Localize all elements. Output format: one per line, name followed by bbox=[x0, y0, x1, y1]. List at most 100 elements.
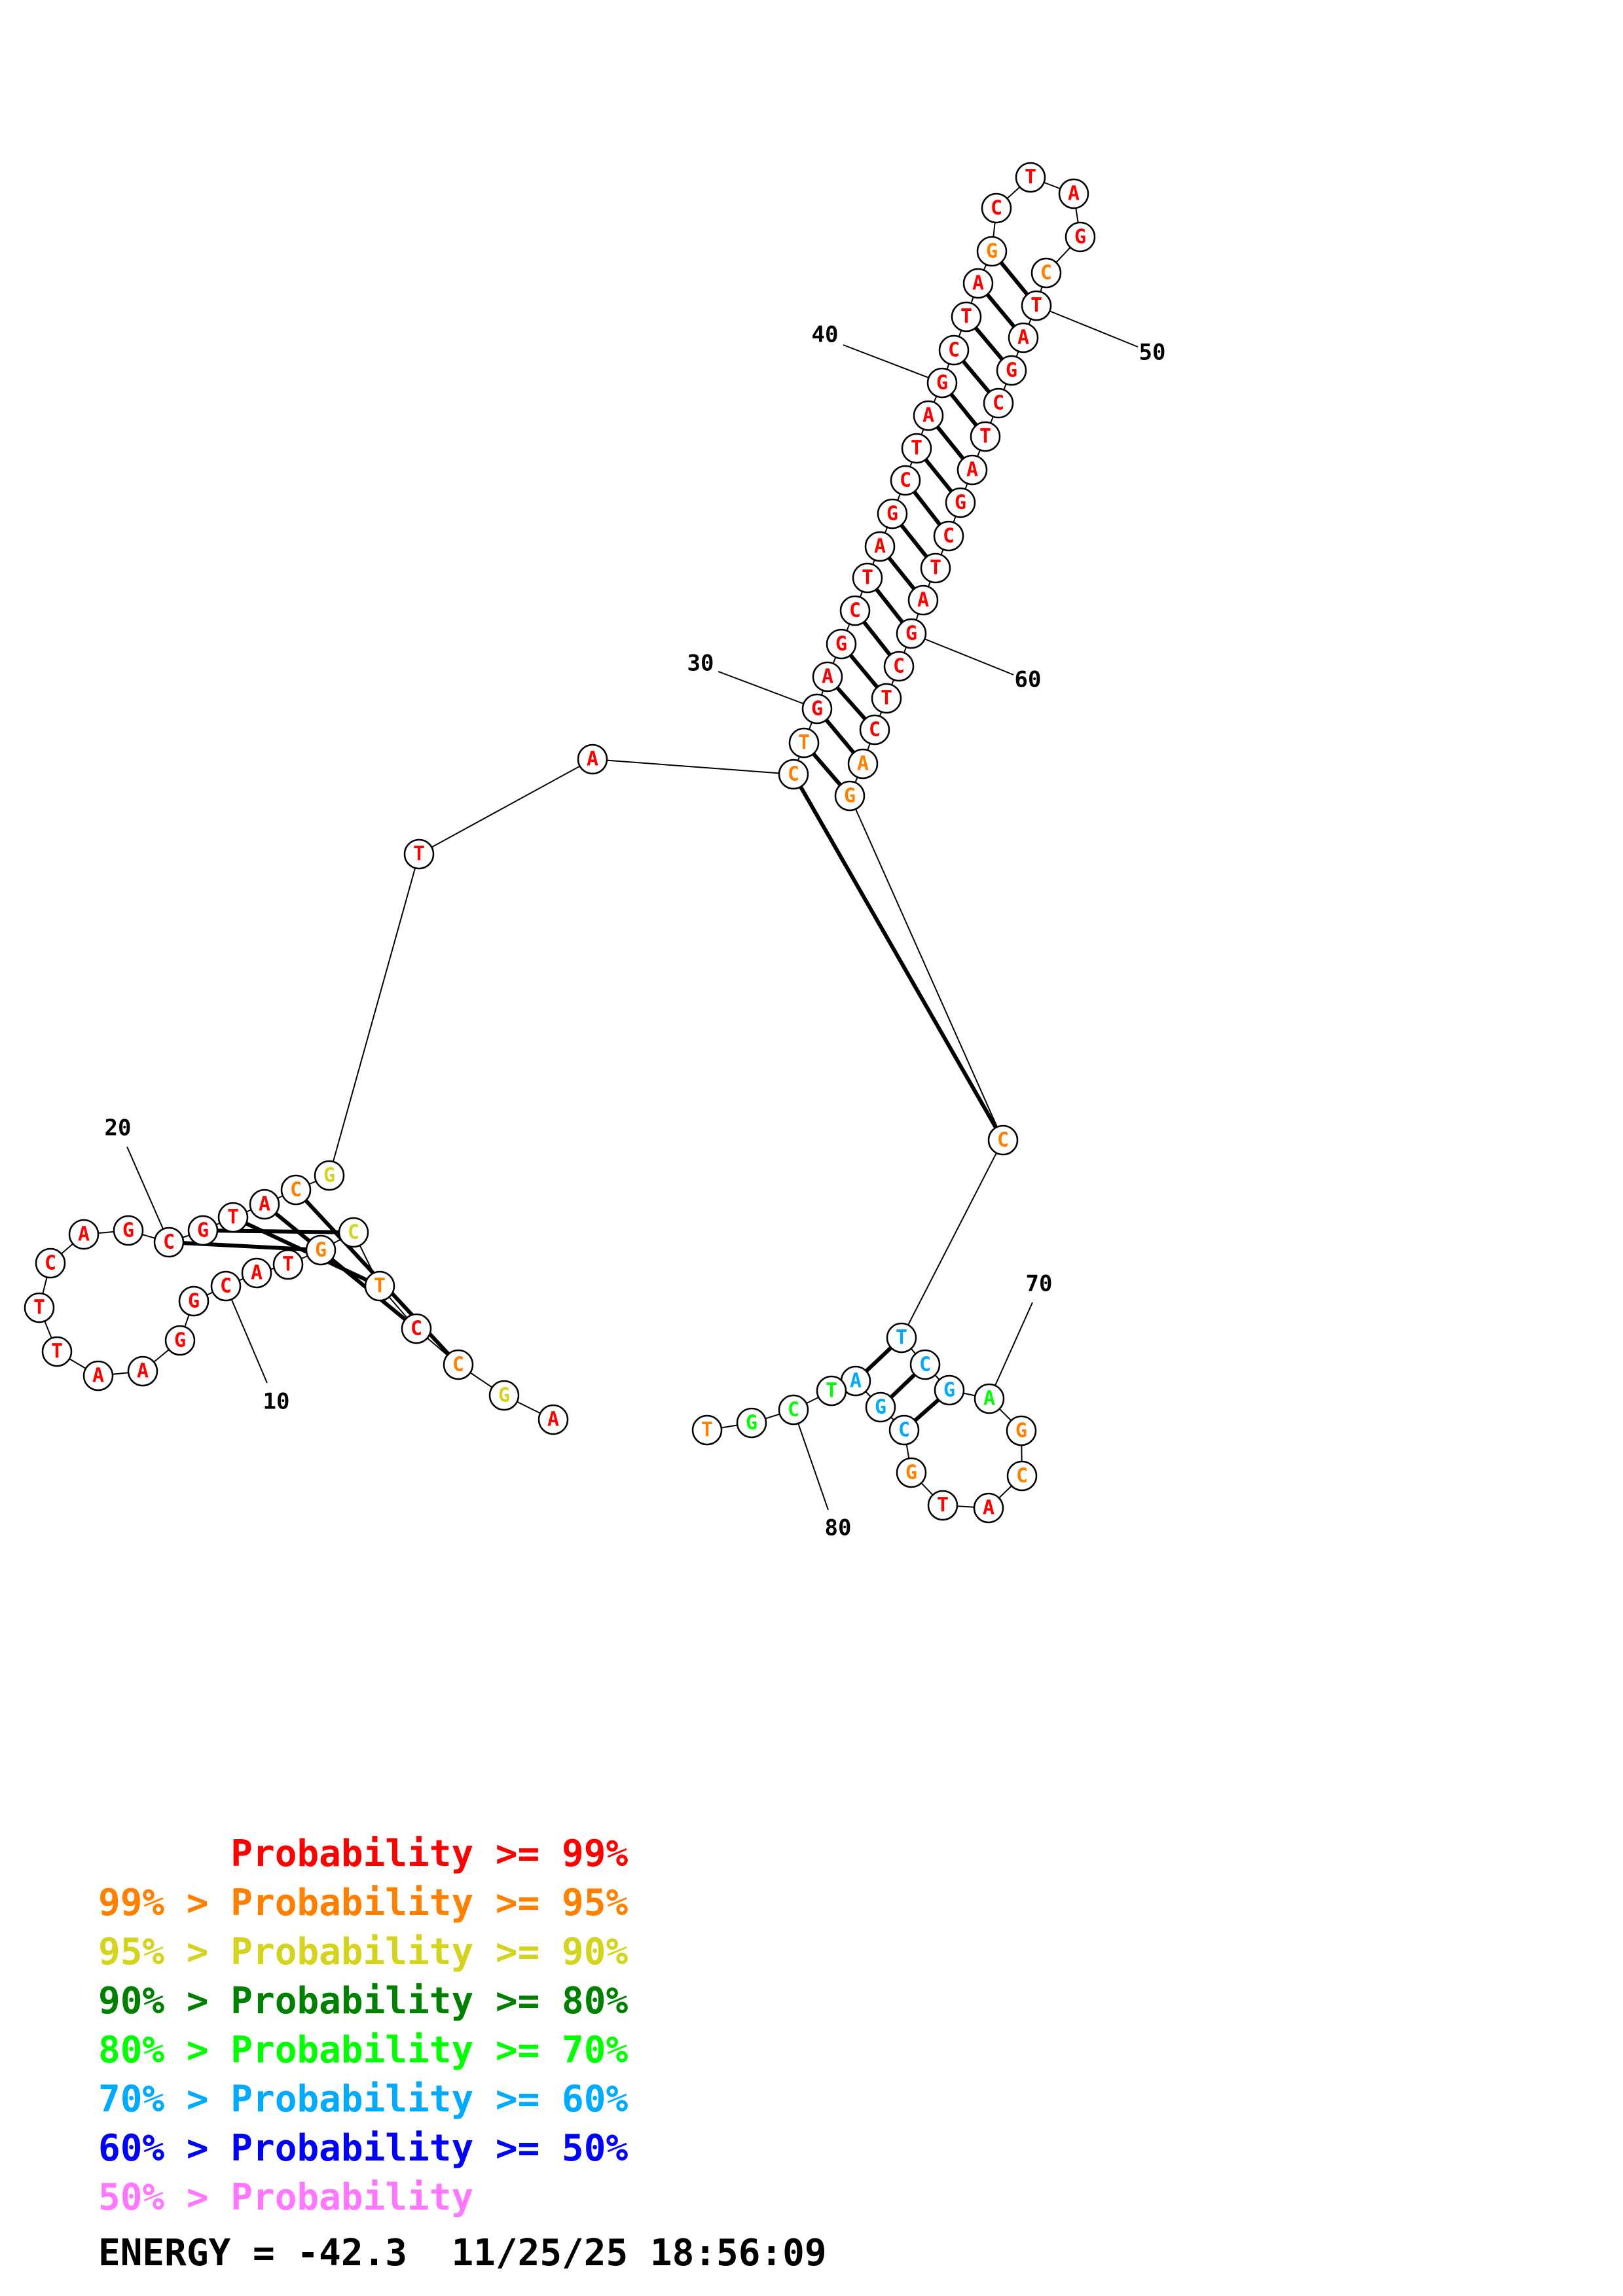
nucleotide-circle bbox=[82, 1360, 114, 1391]
base-pair-bond bbox=[949, 393, 978, 427]
nucleotide: G bbox=[826, 628, 857, 660]
nucleotide: A bbox=[864, 531, 896, 562]
nucleotide: C bbox=[210, 1270, 242, 1302]
nucleotide-circle bbox=[987, 1124, 1019, 1156]
nucleotide: G bbox=[314, 1160, 345, 1191]
base-pair-bond bbox=[824, 718, 856, 755]
nucleotide: C bbox=[778, 1394, 809, 1426]
nucleotide: C bbox=[890, 465, 921, 496]
legend-text: Probability >= 95% bbox=[230, 1882, 629, 1924]
nucleotide-base: A bbox=[857, 753, 869, 776]
nucleotide-circle bbox=[934, 1374, 965, 1406]
nucleotide-base: G bbox=[844, 785, 856, 808]
nucleotide-circle bbox=[913, 400, 944, 431]
nucleotide-circle bbox=[538, 1404, 569, 1435]
nucleotide-circle bbox=[834, 780, 866, 812]
nucleotide: C bbox=[981, 192, 1012, 224]
nucleotide-base: A bbox=[251, 1262, 263, 1285]
nucleotide-base: C bbox=[849, 600, 861, 622]
nucleotide-base: C bbox=[163, 1231, 175, 1254]
base-pair-bond bbox=[999, 261, 1029, 296]
nucleotide-circle bbox=[338, 1217, 369, 1248]
nucleotide-base: A bbox=[983, 1497, 994, 1520]
index-label: 50 bbox=[1139, 340, 1166, 366]
index-label: 30 bbox=[687, 651, 714, 677]
index-label: 40 bbox=[812, 322, 839, 348]
base-pair-bond bbox=[887, 556, 916, 590]
base-pair-bond bbox=[913, 490, 941, 526]
legend-prefix: 99% > bbox=[98, 1882, 231, 1924]
nucleotide: A bbox=[974, 1383, 1005, 1414]
nucleotide-circle bbox=[403, 838, 435, 870]
nucleotide-circle bbox=[314, 1160, 345, 1191]
index-tick-line bbox=[843, 344, 943, 384]
nucleotide-base: G bbox=[1015, 1420, 1027, 1443]
nucleotide-base: C bbox=[348, 1221, 359, 1244]
nucleotide-base: A bbox=[850, 1370, 862, 1393]
legend-prefix: 70% > bbox=[98, 2078, 231, 2121]
nucleotide-base: A bbox=[822, 666, 833, 689]
nucleotide: T bbox=[24, 1292, 55, 1323]
nucleotide-circle bbox=[996, 355, 1027, 386]
nucleotide: A bbox=[907, 584, 939, 616]
index-tick-line bbox=[989, 1302, 1033, 1399]
probability-legend: Probability >= 99% 99% > Probability >= 9… bbox=[98, 1829, 628, 2222]
legend-text: Probability >= 80% bbox=[230, 1980, 629, 2022]
nucleotide-circle bbox=[847, 748, 879, 780]
nucleotide-base: T bbox=[33, 1297, 45, 1319]
nucleotide-circle bbox=[951, 301, 982, 332]
nucleotide-base: G bbox=[498, 1384, 510, 1407]
nucleotide-base: C bbox=[993, 392, 1004, 415]
nucleotide-circle bbox=[305, 1234, 337, 1266]
nucleotide: G bbox=[801, 693, 833, 725]
nucleotide-base: G bbox=[905, 1462, 917, 1484]
nucleotide-base: T bbox=[701, 1419, 713, 1442]
nucleotide-base: C bbox=[898, 1419, 910, 1442]
nucleotide-base: G bbox=[122, 1219, 134, 1242]
nucleotide-circle bbox=[888, 1414, 920, 1446]
nucleotide: G bbox=[934, 1374, 965, 1406]
nucleotide-base: C bbox=[410, 1318, 422, 1340]
nucleotide-base: C bbox=[991, 197, 1002, 220]
legend-prefix: 90% > bbox=[98, 1980, 231, 2022]
nucleotide-base: T bbox=[960, 306, 972, 329]
nucleotide-circle bbox=[981, 192, 1012, 224]
nucleotide-circle bbox=[926, 367, 958, 399]
nucleotide: T bbox=[927, 1490, 958, 1521]
nucleotide: G bbox=[976, 236, 1008, 267]
nucleotide-base: A bbox=[547, 1408, 559, 1431]
nucleotide: G bbox=[488, 1380, 520, 1411]
nucleotide-circle bbox=[1030, 257, 1062, 289]
nucleotide: T bbox=[951, 301, 982, 332]
nucleotide-circle bbox=[210, 1270, 242, 1302]
base-pair-bond bbox=[985, 293, 1016, 329]
nucleotide: C bbox=[778, 759, 809, 790]
nucleotide-base: C bbox=[788, 763, 799, 786]
nucleotide-base: C bbox=[869, 719, 881, 742]
nucleotide: G bbox=[865, 1391, 896, 1423]
nucleotide: C bbox=[888, 1414, 920, 1446]
nucleotide-base: G bbox=[875, 1396, 886, 1419]
nucleotide-base: C bbox=[788, 1399, 799, 1422]
nucleotide-circle bbox=[1065, 221, 1096, 253]
nucleotide-base: G bbox=[188, 1290, 200, 1313]
nucleotide: G bbox=[178, 1285, 210, 1317]
nucleotide: A bbox=[1008, 322, 1039, 353]
legend-row: 70% > Probability >= 60% bbox=[98, 2075, 628, 2124]
nucleotide-circle bbox=[976, 236, 1008, 267]
nucleotide-circle bbox=[1015, 162, 1046, 193]
nucleotide: A bbox=[577, 744, 608, 775]
nucleotide-circle bbox=[280, 1174, 312, 1206]
nucleotide-base: C bbox=[1016, 1465, 1028, 1488]
nucleotide: T bbox=[852, 562, 883, 594]
nucleotide-base: G bbox=[886, 503, 898, 526]
nucleotide-base: A bbox=[78, 1223, 90, 1246]
nucleotide: A bbox=[82, 1360, 114, 1391]
nucleotide-circle bbox=[864, 531, 896, 562]
nucleotide-circle bbox=[938, 334, 970, 366]
nucleotide-base: T bbox=[374, 1275, 386, 1298]
nucleotide-base: G bbox=[315, 1239, 327, 1262]
nucleotide: A bbox=[249, 1189, 280, 1220]
index-tick-line bbox=[793, 1409, 829, 1511]
